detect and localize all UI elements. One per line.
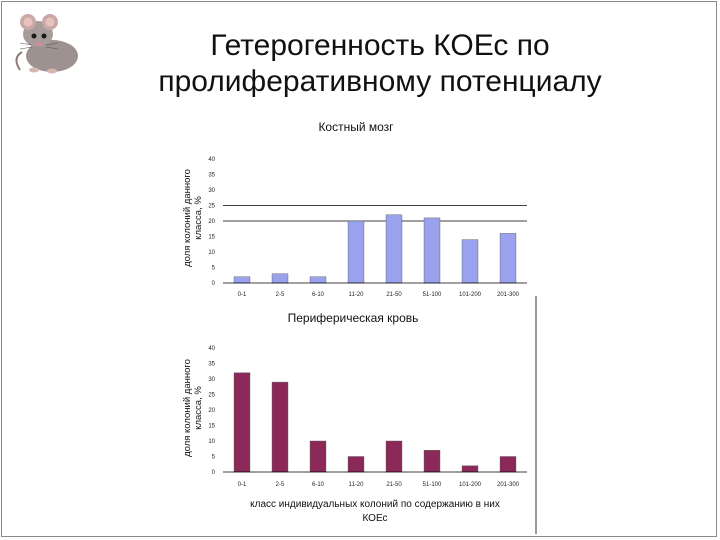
- chart-title: Костный мозг: [318, 120, 394, 134]
- y-tick-label: 40: [208, 346, 215, 352]
- y-tick-label: 0: [212, 470, 216, 476]
- x-tick-label: 51-100: [423, 292, 442, 298]
- y-axis-label-line1: доля колоний данного: [182, 359, 193, 457]
- x-tick-label: 201-300: [497, 482, 520, 488]
- bar-11-20: [347, 456, 365, 473]
- bar-51-100: [423, 450, 441, 473]
- y-axis-label: доля колоний данного класса, %: [182, 359, 204, 457]
- bar-0-1: [233, 372, 251, 473]
- slide-title: Гетерогенность КОЕс по пролиферативному …: [60, 28, 700, 100]
- x-axis-label-line2: КОЕс: [362, 513, 387, 524]
- x-tick-label: 11-20: [349, 482, 365, 488]
- y-tick-label: 40: [208, 157, 215, 163]
- x-tick-label: 101-200: [459, 292, 482, 298]
- y-axis-label: доля колоний данного класса, %: [182, 169, 204, 267]
- y-tick-label: 10: [208, 439, 215, 445]
- x-tick-label: 21-50: [386, 482, 402, 488]
- y-tick-label: 0: [212, 281, 216, 287]
- chart-title: Периферическая кровь: [288, 311, 419, 325]
- x-tick-label: 0-1: [238, 292, 247, 298]
- y-tick-label: 20: [208, 408, 215, 414]
- x-tick-label: 6-10: [312, 292, 325, 298]
- bar-21-50: [385, 440, 403, 473]
- x-tick-label: 21-50: [386, 292, 402, 298]
- bar-201-300: [499, 456, 517, 473]
- y-tick-label: 35: [208, 173, 215, 179]
- slide-title-line2: пролиферативному потенциалу: [158, 65, 602, 98]
- y-tick-label: 35: [208, 362, 215, 368]
- y-tick-label: 20: [208, 219, 215, 225]
- x-tick-label: 201-300: [497, 292, 520, 298]
- x-tick-label: 101-200: [459, 482, 482, 488]
- y-axis-label-line1: доля колоний данного: [182, 169, 193, 267]
- y-axis-label-line2: класса, %: [193, 386, 204, 430]
- y-tick-label: 30: [208, 188, 215, 194]
- x-tick-label: 0-1: [238, 482, 247, 488]
- x-tick-label: 2-5: [276, 292, 285, 298]
- bar-2-5: [271, 381, 289, 473]
- y-tick-label: 25: [208, 204, 215, 210]
- x-tick-label: 6-10: [312, 482, 325, 488]
- y-tick-label: 5: [212, 455, 216, 461]
- x-tick-label: 51-100: [423, 482, 442, 488]
- mouse-icon: [8, 8, 88, 78]
- y-tick-label: 10: [208, 250, 215, 256]
- x-tick-label: 2-5: [276, 482, 285, 488]
- y-tick-label: 15: [208, 424, 215, 430]
- x-axis-label-line1: класс индивидуальных колоний по содержан…: [250, 499, 500, 510]
- bar-101-200: [461, 465, 479, 473]
- x-tick-label: 11-20: [349, 292, 365, 298]
- slide-title-line1: Гетерогенность КОЕс по: [210, 29, 550, 62]
- bar-6-10: [309, 440, 327, 473]
- y-tick-label: 15: [208, 235, 215, 241]
- y-tick-label: 25: [208, 393, 215, 399]
- y-tick-label: 5: [212, 266, 216, 272]
- y-axis-label-line2: класса, %: [193, 196, 204, 240]
- y-tick-label: 30: [208, 377, 215, 383]
